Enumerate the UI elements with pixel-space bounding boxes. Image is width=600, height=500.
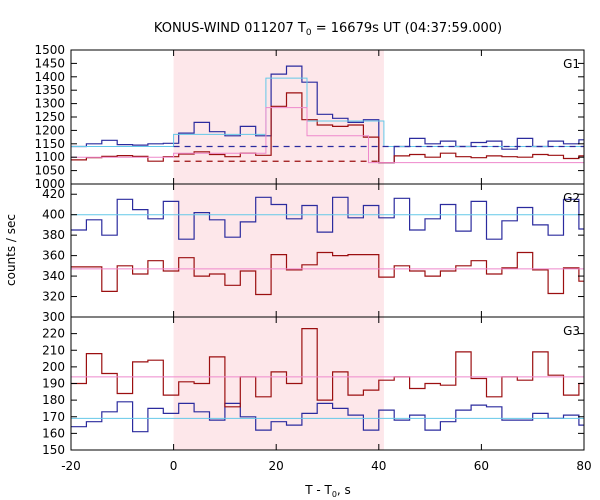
panel-g2-ytick-label: 400 bbox=[42, 208, 65, 222]
panel-g3-ytick-label: 220 bbox=[42, 327, 65, 341]
panel-g3-ytick-label: 190 bbox=[42, 377, 65, 391]
series-layer bbox=[71, 65, 584, 433]
panel-g3-ytick-label: 160 bbox=[42, 426, 65, 440]
panel-g3-series-red bbox=[71, 328, 584, 408]
panel-g1-ytick-label: 1500 bbox=[34, 43, 65, 57]
panel-g2-ytick-label: 300 bbox=[42, 310, 65, 324]
panel-g1-series-red bbox=[71, 92, 584, 164]
x-tick-label: 80 bbox=[576, 459, 591, 473]
panel-g1-ytick-label: 1050 bbox=[34, 164, 65, 178]
shaded-interval-layer bbox=[173, 50, 384, 450]
panel-g1-series-cyan bbox=[71, 77, 584, 147]
shaded-interval bbox=[173, 50, 384, 450]
panel-g3-ytick-label: 210 bbox=[42, 343, 65, 357]
x-tick-label: 40 bbox=[371, 459, 386, 473]
x-tick-label: 60 bbox=[474, 459, 489, 473]
x-tick-label: 0 bbox=[170, 459, 178, 473]
panel-g2-ytick-label: 340 bbox=[42, 269, 65, 283]
panel-g1-ytick-label: 1150 bbox=[34, 137, 65, 151]
panel-g3-ytick-label: 150 bbox=[42, 443, 65, 457]
panel-g1-ytick-label: 1400 bbox=[34, 70, 65, 84]
y-axis-label: counts / sec bbox=[4, 214, 18, 286]
panel-g1-ytick-label: 1100 bbox=[34, 150, 65, 164]
x-tick-label: -20 bbox=[61, 459, 81, 473]
x-axis-label: T - T0, s bbox=[304, 483, 351, 499]
panel-g1-ytick-label: 1000 bbox=[34, 177, 65, 191]
panel-g1-label: G1 bbox=[563, 57, 580, 71]
panel-g1-ytick-label: 1450 bbox=[34, 56, 65, 70]
panel-g2-ytick-label: 380 bbox=[42, 228, 65, 242]
panel-g1-series-blue bbox=[71, 65, 584, 164]
panel-g3-ytick-label: 180 bbox=[42, 393, 65, 407]
x-tick-label: 20 bbox=[269, 459, 284, 473]
panel-g3-label: G3 bbox=[563, 324, 580, 338]
panel-g1-series-pink bbox=[71, 107, 584, 164]
panel-g2-ytick-label: 320 bbox=[42, 290, 65, 304]
panel-g3-ytick-label: 170 bbox=[42, 410, 65, 424]
panel-g3-series-blue bbox=[71, 401, 584, 433]
panel-g1-ytick-label: 1350 bbox=[34, 83, 65, 97]
panel-g1-ytick-label: 1250 bbox=[34, 110, 65, 124]
panel-g2-ytick-label: 420 bbox=[42, 187, 65, 201]
panel-g1-ytick-label: 1200 bbox=[34, 123, 65, 137]
axes-frame-layer: 1000105011001150120012501300135014001450… bbox=[34, 43, 591, 473]
panel-g2-ytick-label: 360 bbox=[42, 249, 65, 263]
chart-title: KONUS-WIND 011207 T0 = 16679s UT (04:37:… bbox=[154, 21, 502, 38]
panel-g1-ytick-label: 1300 bbox=[34, 97, 65, 111]
panel-g2-label: G2 bbox=[563, 191, 580, 205]
panel-g3-ytick-label: 200 bbox=[42, 360, 65, 374]
